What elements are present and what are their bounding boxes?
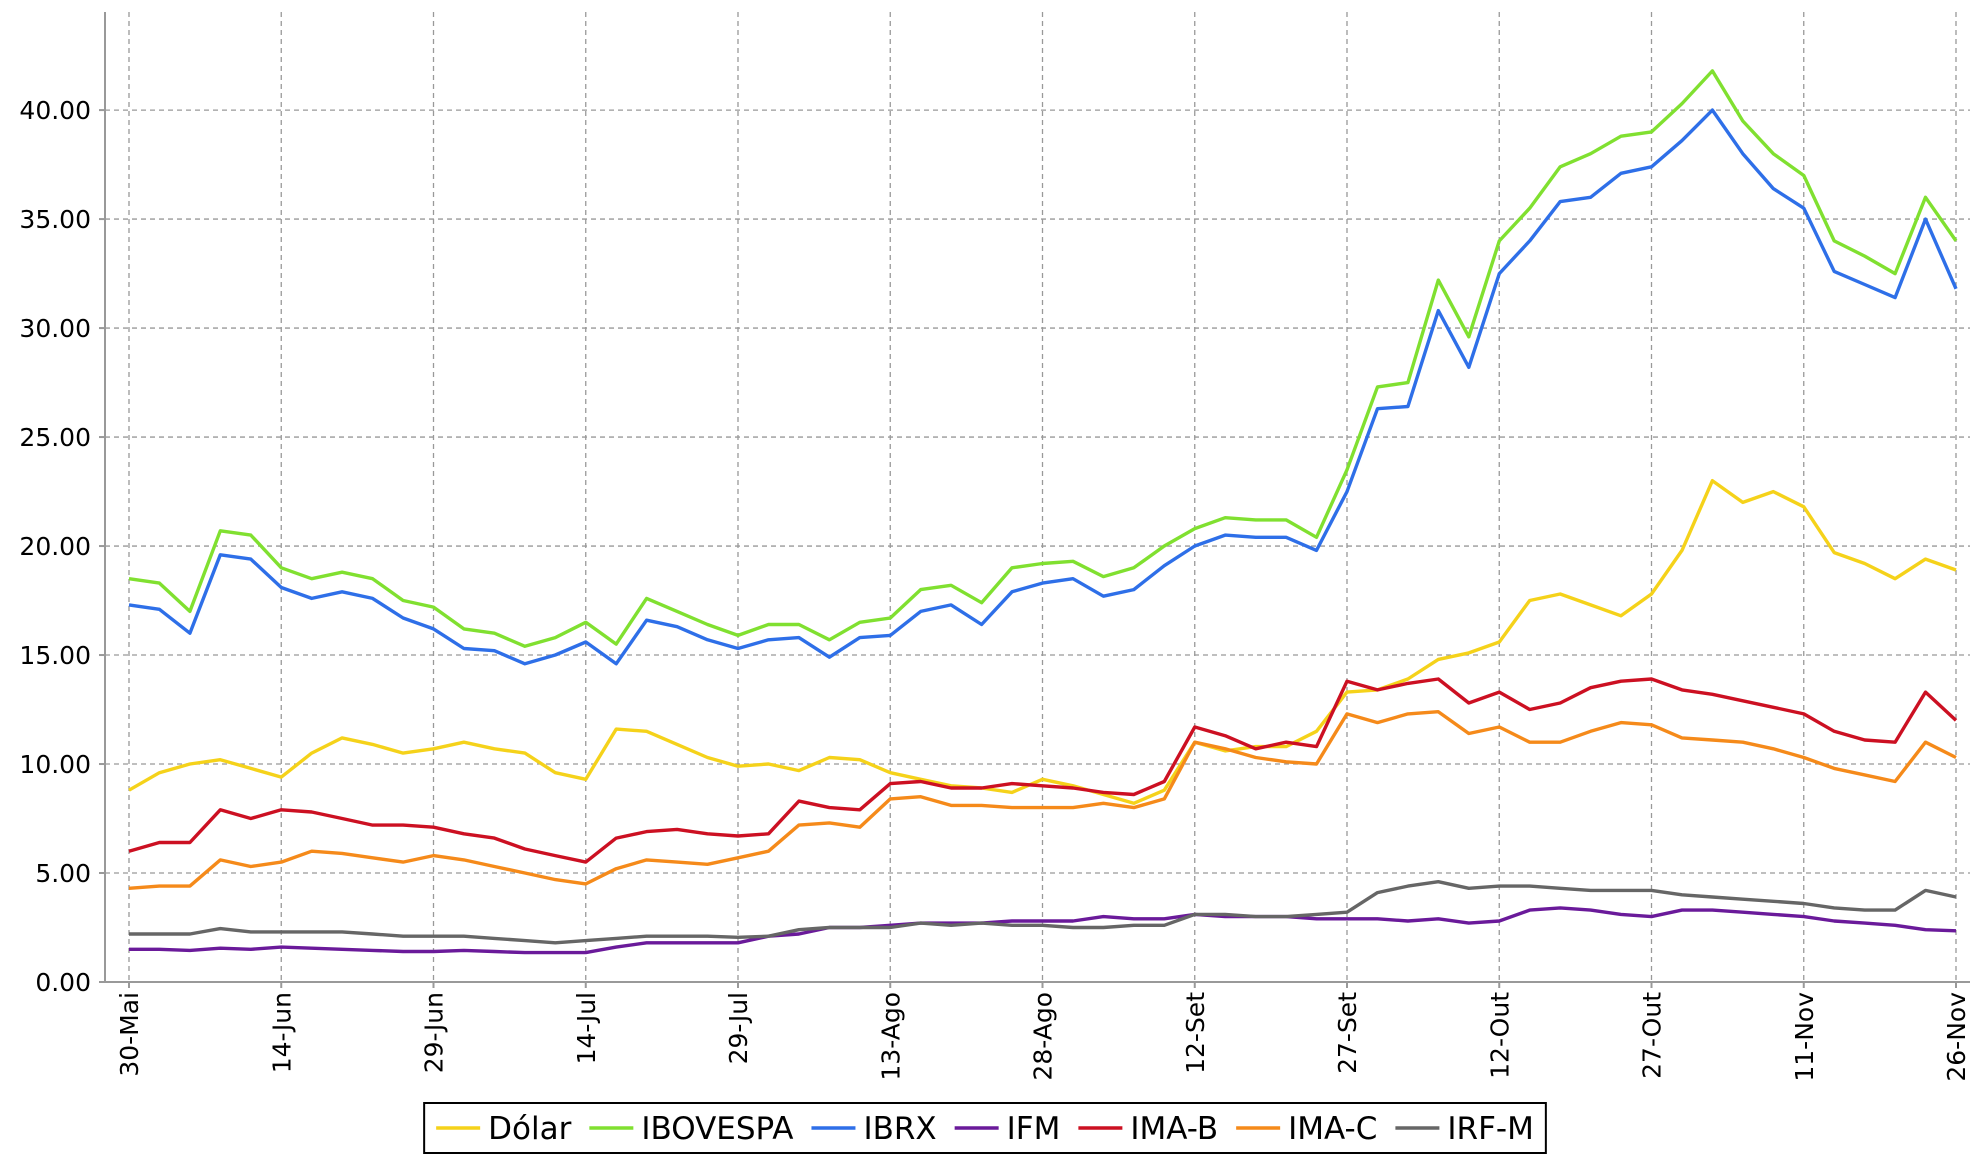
y-tick-label: 25.00 [19, 423, 91, 452]
x-tick-label: 11-Nov [1790, 992, 1819, 1082]
y-tick-label: 10.00 [19, 750, 91, 779]
y-tick-label: 15.00 [19, 641, 91, 670]
y-tick-label: 20.00 [19, 532, 91, 561]
x-tick-label: 26-Nov [1942, 992, 1970, 1082]
legend-label: IBRX [863, 1111, 936, 1147]
x-tick-label: 12-Set [1181, 992, 1210, 1074]
y-tick-label: 35.00 [19, 205, 91, 234]
series-line [128, 69, 1958, 648]
x-tick-label: 29-Jun [420, 992, 449, 1073]
x-tick-label: 14-Jun [267, 992, 296, 1073]
series-line [129, 906, 1957, 955]
y-tick-label: 40.00 [19, 96, 91, 125]
grid: 0.00 5.00 10.00 15.00 20.00 25.00 30.00 35.00 40… [19, 12, 1970, 1082]
series-line [128, 710, 1957, 890]
plot-area [128, 69, 1958, 955]
x-tick-label: 27-Set [1333, 992, 1362, 1074]
series-line [128, 677, 1958, 864]
legend-label: IFM [1007, 1111, 1061, 1147]
x-tick-label: 27-Out [1638, 992, 1667, 1079]
x-tick-label: 14-Jul [572, 992, 601, 1064]
legend: Dólar IBOVESPA IBRX IFM IMA-B IMA-C IRF-M [423, 1102, 1547, 1154]
x-tick-label: 30-Mai [115, 992, 144, 1077]
series-line [128, 108, 1958, 666]
legend-label: IBOVESPA [641, 1111, 793, 1147]
legend-label: IMA-B [1130, 1111, 1218, 1147]
y-tick-label: 30.00 [19, 314, 91, 343]
legend-label: IRF-M [1447, 1111, 1533, 1147]
x-tick-label: 12-Out [1485, 992, 1514, 1079]
x-tick-label: 29-Jul [724, 992, 753, 1064]
x-tick-label: 28-Ago [1029, 992, 1058, 1081]
y-tick-label: 0.00 [35, 968, 91, 997]
legend-label: Dólar [488, 1111, 571, 1147]
legend-label: IMA-C [1288, 1111, 1377, 1147]
series-line [129, 880, 1957, 945]
series-line [128, 479, 1957, 805]
y-tick-label: 5.00 [35, 859, 91, 888]
x-tick-label: 13-Ago [876, 992, 905, 1081]
